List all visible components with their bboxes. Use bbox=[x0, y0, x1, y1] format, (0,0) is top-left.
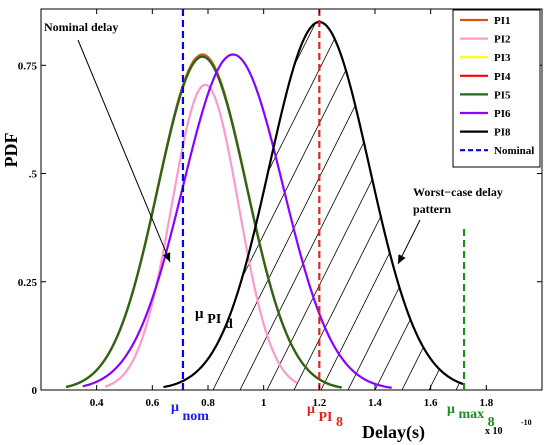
mu-max-sub: max bbox=[458, 407, 484, 422]
mu-pi8-sub: PI bbox=[318, 410, 332, 425]
annotation-worst-case: Worst−case delay pattern bbox=[397, 185, 503, 265]
hatch-line bbox=[205, 21, 350, 391]
plot-frame bbox=[40, 8, 543, 391]
legend-label: PI1 bbox=[494, 15, 511, 27]
y-axis-label: PDF bbox=[1, 133, 21, 168]
legend-label: Nominal bbox=[494, 145, 534, 157]
legend-label: PI3 bbox=[494, 52, 511, 64]
x-tick-label: 0.6 bbox=[145, 397, 159, 409]
legend-box bbox=[452, 9, 541, 168]
legend-label: PI4 bbox=[494, 71, 511, 83]
nominal-delay-arrow bbox=[77, 39, 171, 263]
x-ticks: 0.4 0.6 0.8 1 1.2 1.4 1.6 1.8 bbox=[90, 9, 494, 409]
mu-pi8-sub2: 8 bbox=[336, 415, 343, 430]
series-group bbox=[65, 9, 465, 390]
hatch-line bbox=[239, 21, 431, 391]
mu-pid-sub: PI bbox=[207, 312, 221, 327]
legend-label: PI6 bbox=[494, 108, 511, 120]
x-tick-label: 1.6 bbox=[424, 397, 438, 409]
hatch-line bbox=[266, 21, 458, 391]
series-line-pi5 bbox=[65, 55, 342, 389]
hatch-line bbox=[374, 21, 465, 391]
reference-lines bbox=[318, 9, 466, 390]
y-tick-label: 0 bbox=[32, 385, 38, 397]
x-tick-label: 1.4 bbox=[368, 397, 382, 409]
series-line-pi8 bbox=[163, 20, 465, 389]
legend-items: PI1 PI2 PI3 PI4 PI5 PI6 PI8 Nominal bbox=[460, 15, 534, 157]
hatch-line bbox=[212, 21, 404, 391]
mu-max-sub2: 8 bbox=[488, 415, 495, 430]
x-tick-label: 1.8 bbox=[479, 397, 493, 409]
x-exponent-power: -10 bbox=[521, 418, 532, 427]
annotation-mu-pi8: μ PI 8 bbox=[307, 402, 343, 430]
svg-text:μ PI 8: μ PI 8 bbox=[307, 402, 343, 430]
legend: PI1 PI2 PI3 PI4 PI5 PI6 PI8 Nominal bbox=[452, 9, 541, 168]
mu-pi8-mu: μ bbox=[307, 402, 315, 417]
series-line-pi2 bbox=[104, 83, 298, 388]
hatch-line bbox=[0, 10, 106, 390]
y-ticks: 0 0.25 .5 0.75 bbox=[18, 60, 542, 397]
y-tick-label: 0.25 bbox=[18, 277, 38, 289]
y-tick-label: 0.75 bbox=[18, 60, 38, 72]
legend-label: PI8 bbox=[494, 127, 511, 139]
legend-label: PI2 bbox=[494, 34, 511, 46]
x-tick-label: 1 bbox=[261, 397, 267, 409]
y-tick-label: .5 bbox=[29, 169, 38, 181]
hatch-line bbox=[0, 10, 79, 390]
worst-case-line1: Worst−case delay bbox=[413, 185, 503, 199]
nominal-delay-text: Nominal delay bbox=[44, 20, 118, 34]
annotation-mu-nom: μ nom bbox=[171, 400, 209, 424]
annotation-nominal-delay: Nominal delay bbox=[44, 20, 171, 263]
x-axis-label: Delay(s) bbox=[362, 422, 425, 443]
x-exponent-label: x 10 bbox=[485, 426, 503, 437]
legend-label: PI5 bbox=[494, 89, 511, 101]
x-tick-label: 1.2 bbox=[312, 397, 326, 409]
annotation-mu-max8: μ max 8 bbox=[447, 402, 495, 430]
x-tick-label: 0.8 bbox=[201, 397, 215, 409]
svg-text:μ PI d: μ PI d bbox=[195, 306, 233, 332]
series-line-pi6 bbox=[82, 53, 392, 389]
svg-text:μ nom: μ nom bbox=[171, 400, 209, 424]
mu-max-mu: μ bbox=[447, 402, 455, 417]
worst-case-arrow bbox=[397, 219, 421, 265]
worst-case-line2: pattern bbox=[413, 202, 451, 216]
mu-pid-sub2: d bbox=[225, 317, 233, 332]
x-tick-label: 0.4 bbox=[90, 397, 104, 409]
mu-nom-mu: μ bbox=[171, 400, 179, 415]
mu-pid-mu: μ bbox=[195, 306, 204, 322]
annotation-mu-pid: μ PI d bbox=[195, 306, 233, 332]
mu-nom-sub: nom bbox=[182, 409, 209, 424]
svg-text:μ max 8: μ max 8 bbox=[447, 402, 495, 430]
